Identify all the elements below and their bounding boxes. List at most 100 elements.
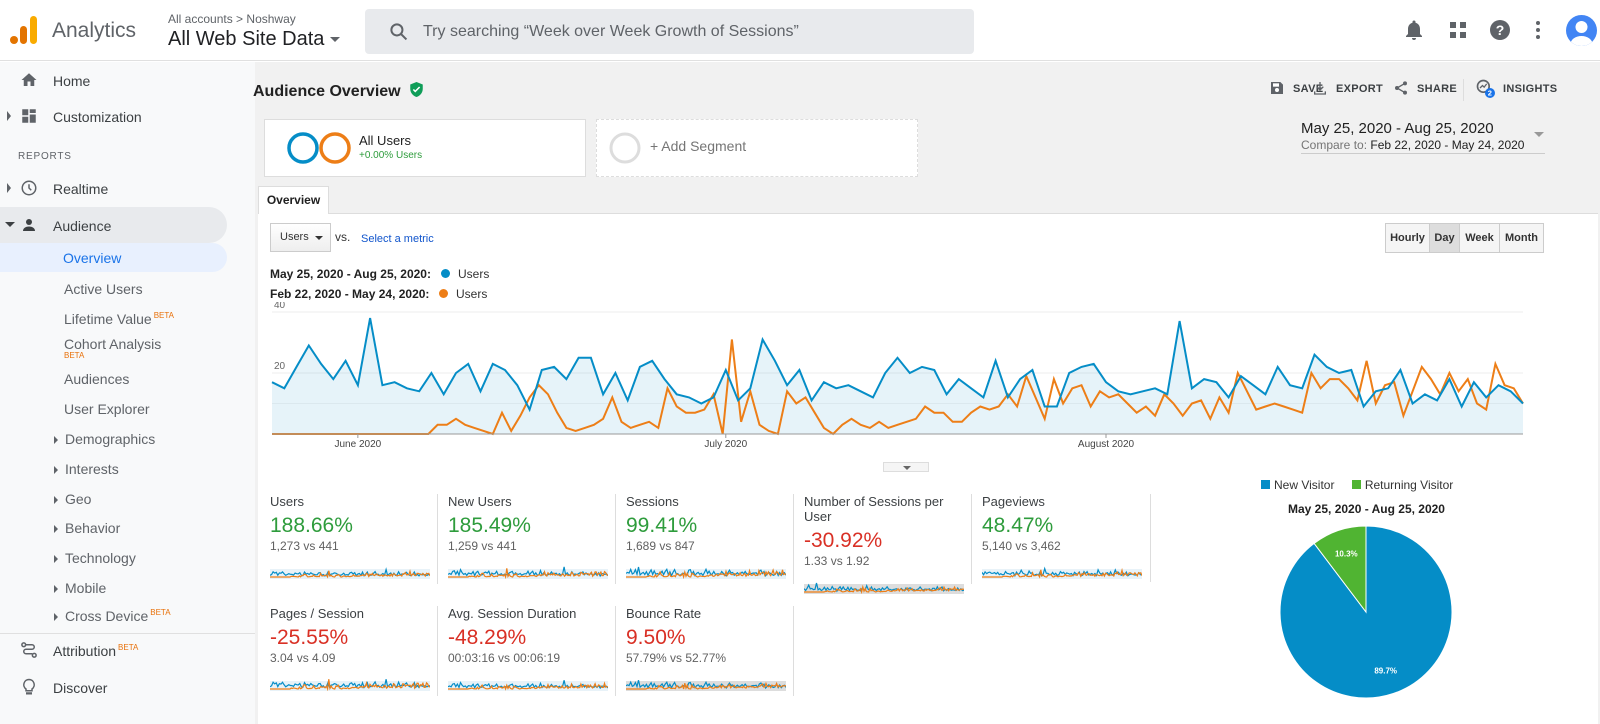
- property-selector[interactable]: All Web Site Data: [168, 28, 341, 51]
- sidebar-item-behavior[interactable]: Behavior: [54, 520, 120, 536]
- metric-sparkline: [269, 679, 431, 692]
- granularity-hourly-button[interactable]: Hourly: [1385, 223, 1430, 253]
- sidebar-item-discover[interactable]: Discover: [0, 669, 232, 705]
- metric-card[interactable]: Bounce Rate 9.50% 57.79% vs 52.77%: [625, 606, 794, 708]
- breadcrumb-account[interactable]: Noshway: [246, 12, 296, 26]
- sidebar-item-demographics[interactable]: Demographics: [54, 431, 155, 447]
- sparkline-previous: [270, 569, 431, 579]
- sidebar-item-customization[interactable]: Customization: [0, 98, 232, 134]
- x-tick-label: June 2020: [334, 439, 381, 450]
- legend-series-previous: Users: [456, 287, 488, 301]
- segment-all-users[interactable]: All Users +0.00% Users: [264, 119, 586, 177]
- metric-card[interactable]: Number of Sessions per User -30.92% 1.33 v…: [803, 494, 972, 596]
- sparkline-area: [982, 569, 1142, 579]
- export-label: EXPORT: [1336, 83, 1384, 95]
- metric-selector[interactable]: Users: [270, 223, 331, 252]
- granularity-week-button[interactable]: Week: [1459, 223, 1500, 253]
- bell-icon[interactable]: [1402, 18, 1426, 42]
- expand-arrow-icon[interactable]: [7, 183, 11, 193]
- sidebar-item-geo[interactable]: Geo: [54, 491, 91, 507]
- sidebar-item-overview[interactable]: Overview: [0, 243, 227, 272]
- metric-change: 185.49%: [448, 514, 531, 537]
- metric-card[interactable]: Pageviews 48.47% 5,140 vs 3,462: [981, 494, 1150, 596]
- metric-change: 48.47%: [982, 514, 1054, 537]
- granularity-day-button[interactable]: Day: [1429, 223, 1460, 253]
- metric-card[interactable]: Avg. Session Duration -48.29% 00:03:16 vs …: [447, 606, 616, 708]
- share-button[interactable]: SHARE: [1395, 81, 1457, 95]
- search-input[interactable]: [423, 9, 943, 54]
- sidebar-item-technology[interactable]: Technology: [54, 550, 136, 566]
- search-bar[interactable]: [365, 9, 974, 54]
- sidebar-item-label: Interests: [65, 461, 119, 477]
- breadcrumb[interactable]: All accounts > Noshway: [168, 12, 296, 26]
- metric-card[interactable]: Sessions 99.41% 1,689 vs 847: [625, 494, 794, 596]
- sidebar-item-home[interactable]: Home: [0, 62, 232, 98]
- chart-resize-handle[interactable]: [883, 462, 929, 472]
- granularity-month-button[interactable]: Month: [1499, 223, 1544, 253]
- sidebar-item-cohort-analysis[interactable]: Cohort Analysis BETA: [64, 336, 161, 360]
- avatar[interactable]: [1566, 15, 1597, 46]
- sidebar-item-realtime[interactable]: Realtime: [0, 170, 232, 206]
- sparkline-current: [625, 680, 787, 690]
- clock-icon: [21, 180, 37, 196]
- app-name[interactable]: Analytics: [52, 19, 137, 42]
- analytics-logo-icon[interactable]: [10, 15, 38, 45]
- chevron-down-icon[interactable]: [330, 37, 341, 43]
- add-segment-label: + Add Segment: [650, 138, 747, 154]
- help-icon[interactable]: ?: [1488, 18, 1512, 42]
- expand-arrow-icon[interactable]: [54, 466, 58, 474]
- add-segment-button[interactable]: + Add Segment: [596, 119, 918, 177]
- date-range-picker[interactable]: May 25, 2020 - Aug 25, 2020 Compare to: …: [1301, 120, 1545, 154]
- breadcrumb-separator: >: [236, 12, 244, 26]
- expand-arrow-icon[interactable]: [54, 585, 58, 593]
- pie-slice-label: 10.3%: [1335, 549, 1358, 558]
- expand-arrow-icon[interactable]: [54, 555, 58, 563]
- chevron-down-icon[interactable]: [1534, 132, 1544, 137]
- select-metric-link[interactable]: Select a metric: [361, 233, 434, 245]
- visitor-pie-chart[interactable]: 89.7% 10.3%: [1273, 519, 1459, 705]
- breadcrumb-all-accounts[interactable]: All accounts: [168, 12, 233, 26]
- sidebar-item-active-users[interactable]: Active Users: [64, 281, 143, 297]
- share-icon: [1395, 81, 1407, 95]
- apps-grid-icon[interactable]: [1446, 18, 1470, 42]
- sidebar-item-user-explorer[interactable]: User Explorer: [64, 401, 150, 417]
- more-vert-icon[interactable]: [1526, 18, 1550, 42]
- save-button[interactable]: SAVE: [1271, 82, 1324, 95]
- metric-card[interactable]: Users 188.66% 1,273 vs 441: [269, 494, 438, 596]
- sparkline-current: [981, 566, 1143, 578]
- save-label: SAVE: [1293, 83, 1324, 95]
- sidebar-item-audiences[interactable]: Audiences: [64, 371, 129, 387]
- sidebar-item-interests[interactable]: Interests: [54, 461, 119, 477]
- divider: [437, 494, 438, 584]
- sidebar-item-label: Cohort Analysis: [64, 336, 162, 352]
- export-button[interactable]: EXPORT: [1314, 82, 1384, 95]
- sidebar-item-audience[interactable]: Audience: [0, 207, 227, 243]
- sidebar-item-lifetime-value[interactable]: Lifetime Value BETA: [64, 311, 174, 327]
- series-previous-line: [272, 339, 1524, 436]
- sidebar-item-attribution[interactable]: Attribution BETA: [0, 632, 232, 668]
- metric-card[interactable]: Pages / Session -25.55% 3.04 vs 4.09: [269, 606, 438, 708]
- property-name[interactable]: All Web Site Data: [168, 28, 325, 50]
- sidebar-item-mobile[interactable]: Mobile: [54, 580, 106, 596]
- sparkline-previous: [270, 679, 431, 692]
- expand-arrow-icon[interactable]: [54, 613, 58, 621]
- collapse-arrow-icon[interactable]: [5, 222, 15, 227]
- top-bar: Analytics All accounts > Noshway All Web…: [0, 0, 1600, 61]
- sidebar-item-label: Audience: [53, 218, 112, 234]
- metric-sparkline: [269, 567, 431, 579]
- expand-arrow-icon[interactable]: [54, 525, 58, 533]
- sparkline-area: [626, 569, 786, 579]
- expand-arrow-icon[interactable]: [54, 436, 58, 444]
- metric-change: 99.41%: [626, 514, 698, 537]
- attribution-icon: [21, 642, 37, 658]
- metric-sparkline: [981, 566, 1143, 579]
- sidebar-item-cross-device[interactable]: Cross Device BETA: [54, 608, 171, 624]
- expand-arrow-icon[interactable]: [7, 111, 11, 121]
- pie-slice-returning-visitor: [1313, 525, 1367, 614]
- expand-arrow-icon[interactable]: [54, 496, 58, 504]
- users-line-chart[interactable]: 20 40 June 2020 July 2020 August 2020: [268, 302, 1568, 462]
- legend-range2: Feb 22, 2020 - May 24, 2020:: [270, 287, 430, 301]
- tab-overview[interactable]: Overview: [258, 186, 329, 214]
- insights-button[interactable]: 2 INSIGHTS: [1476, 79, 1557, 98]
- metric-card[interactable]: New Users 185.49% 1,259 vs 441: [447, 494, 616, 596]
